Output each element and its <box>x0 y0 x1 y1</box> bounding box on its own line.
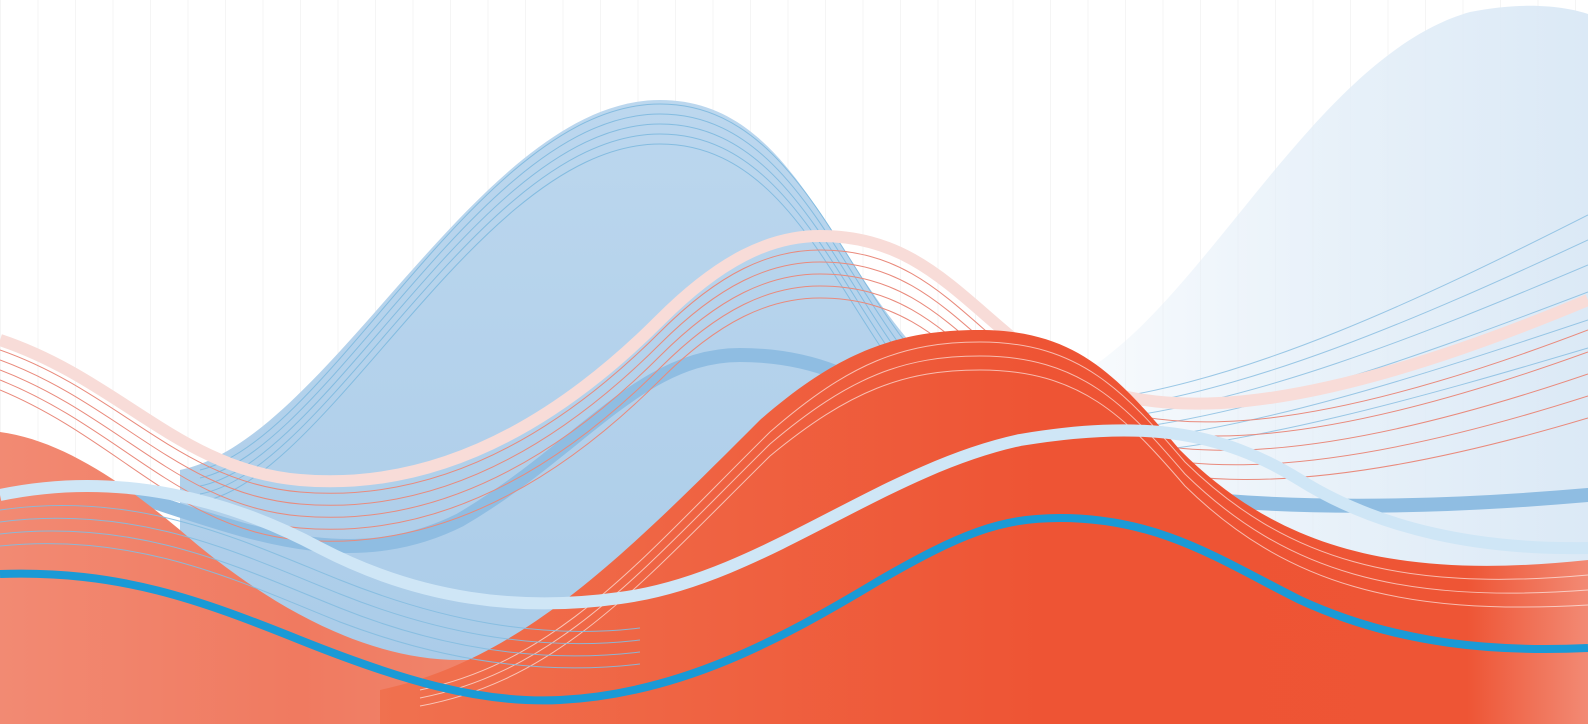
strong-blue-band <box>0 513 1588 705</box>
light-blue-band <box>0 424 1588 610</box>
salmon-left-hill <box>0 432 600 724</box>
pale-pink-band <box>0 229 1588 488</box>
bottom-thin-blue-lines <box>0 504 641 669</box>
